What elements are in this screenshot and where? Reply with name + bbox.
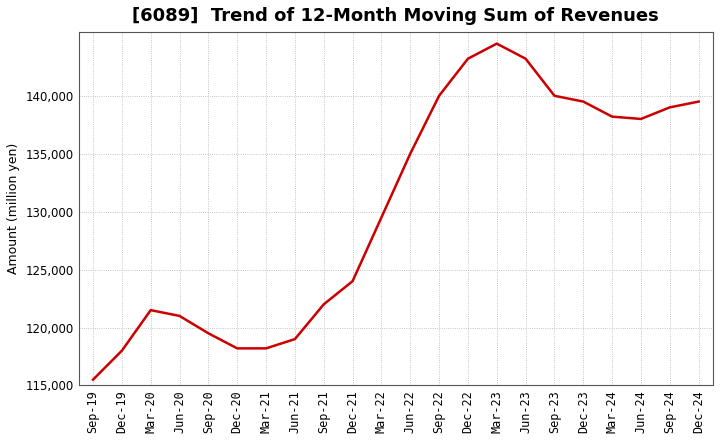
Y-axis label: Amount (million yen): Amount (million yen) <box>7 143 20 275</box>
Title: [6089]  Trend of 12-Month Moving Sum of Revenues: [6089] Trend of 12-Month Moving Sum of R… <box>132 7 660 25</box>
